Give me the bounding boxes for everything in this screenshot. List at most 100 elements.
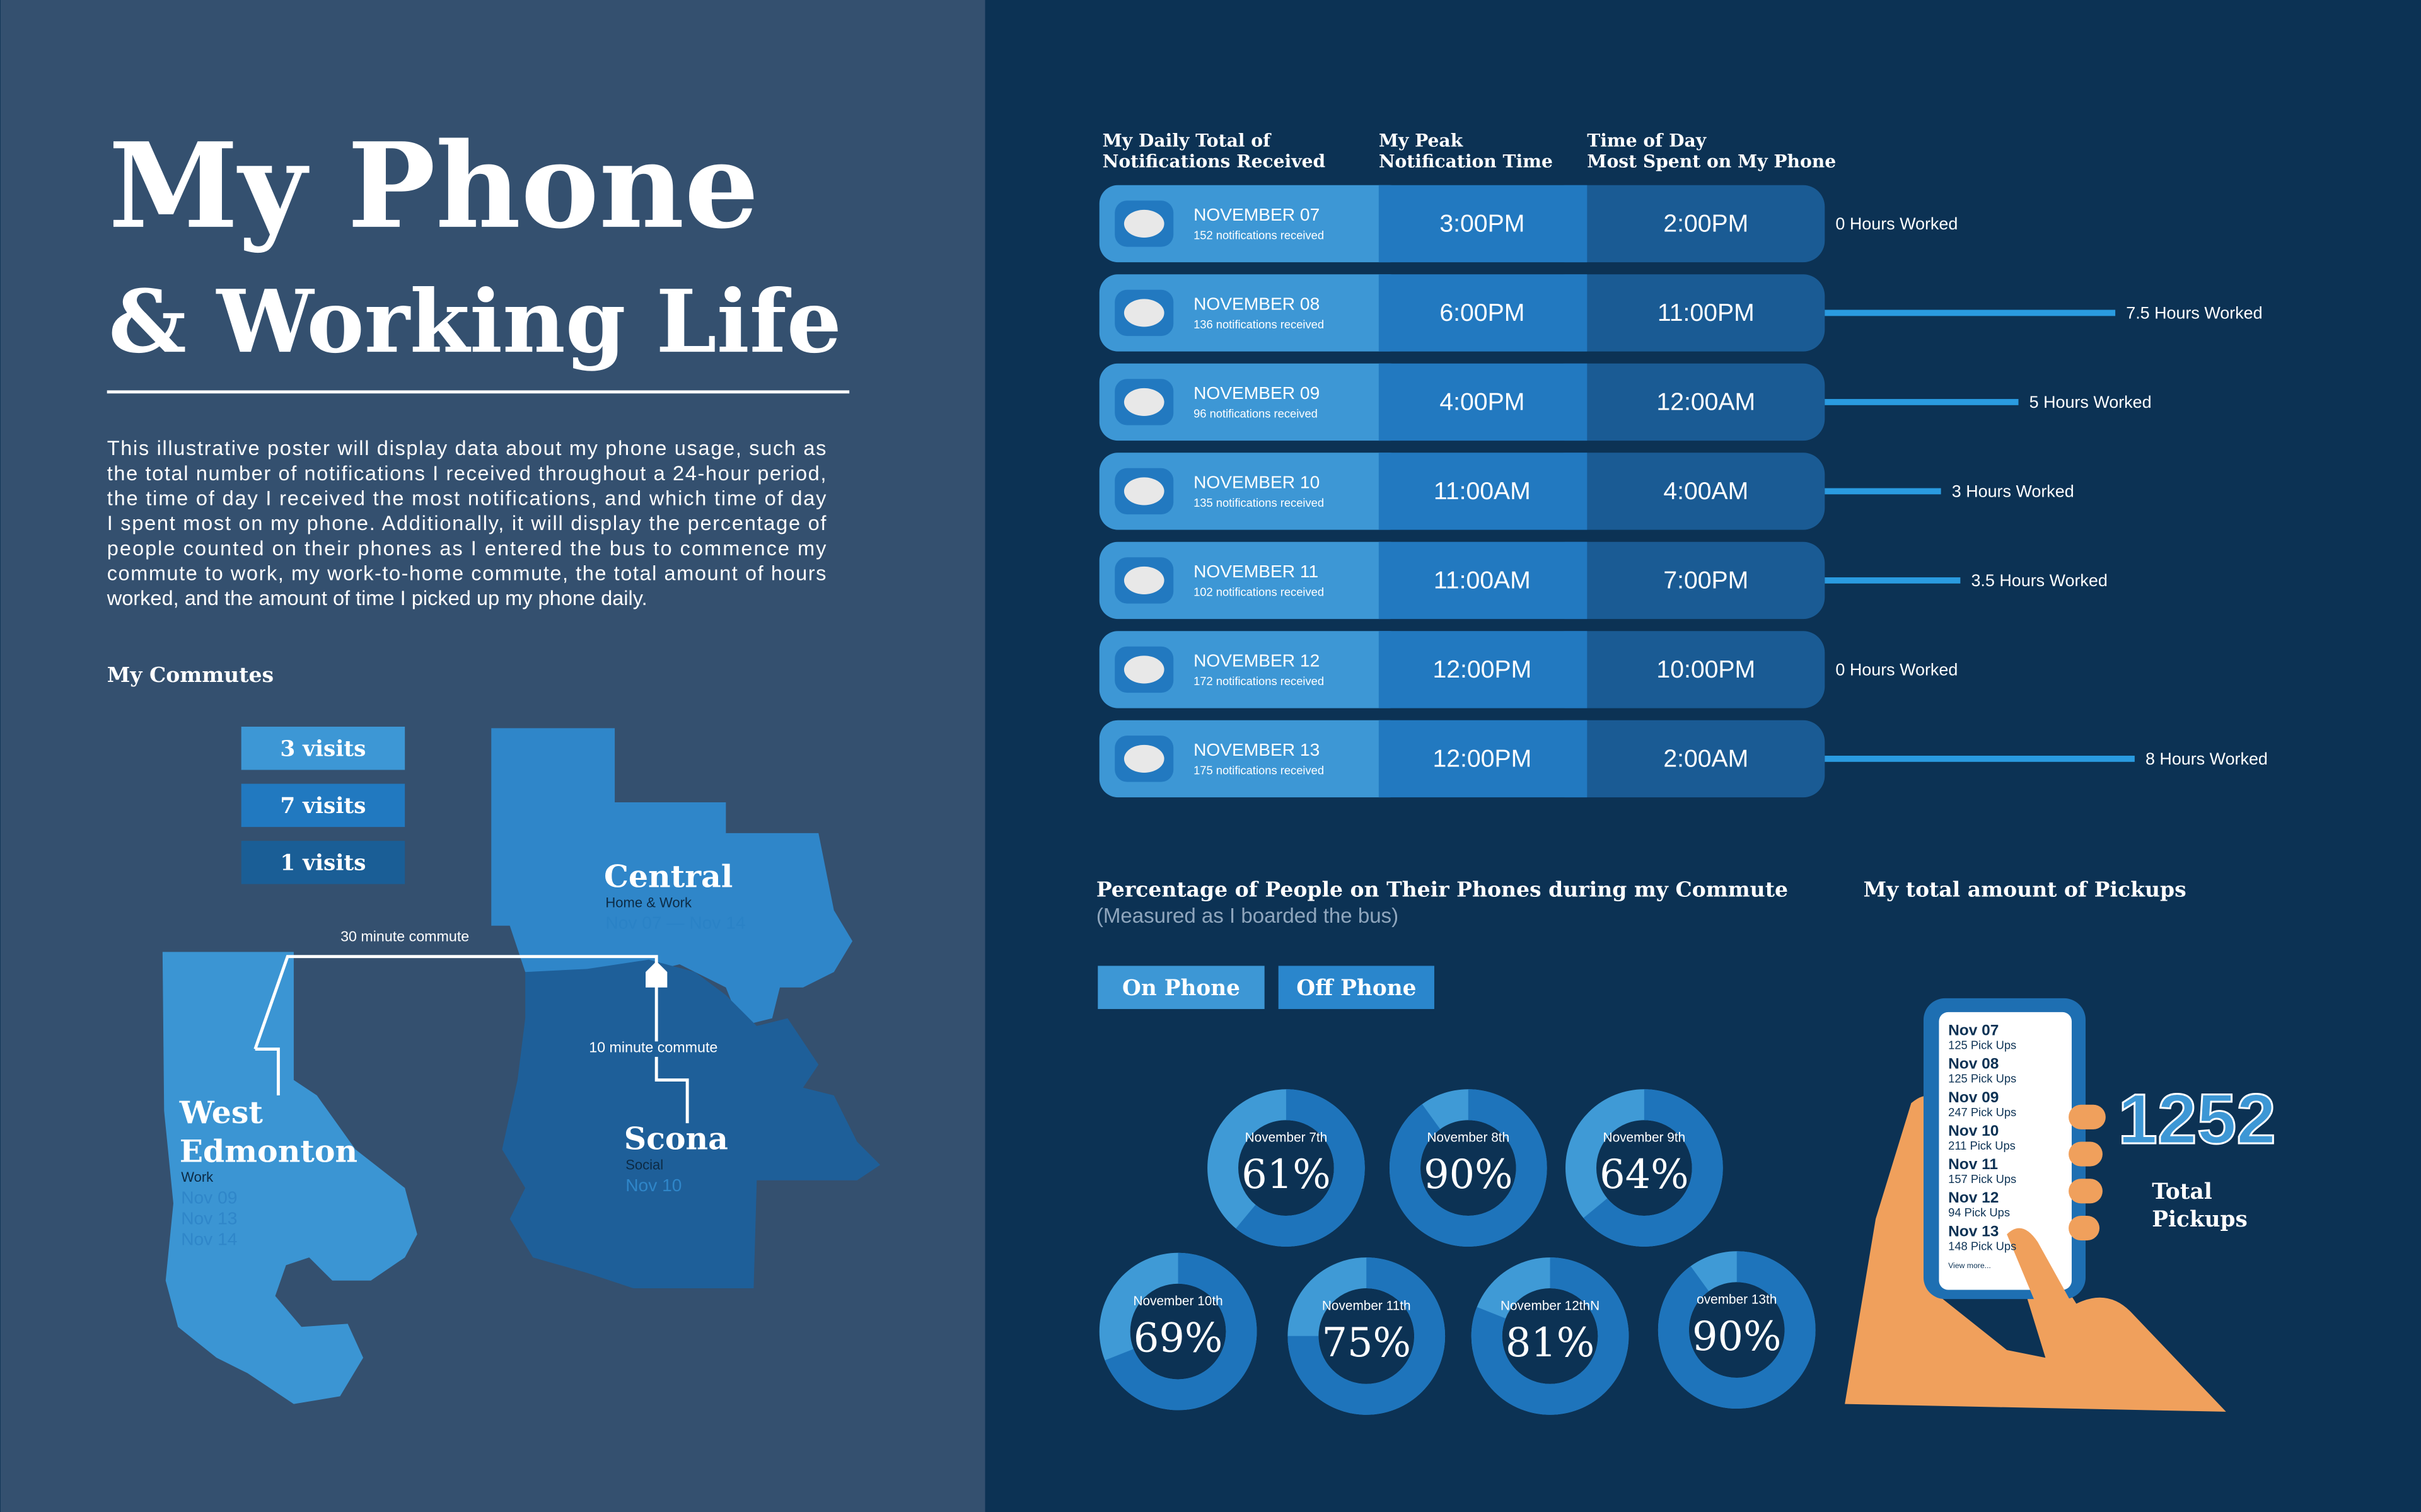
visits-label: 7 visits [280, 794, 366, 819]
donut-value: 90% [1692, 1313, 1781, 1360]
section-subtitle: (Measured as I boarded the bus) [1096, 904, 1398, 928]
row-most: 2:00AM [1663, 745, 1748, 772]
row-received: 96 notifications received [1193, 407, 1318, 420]
row-received: 102 notifications received [1193, 585, 1324, 598]
place-name: Edmonton [180, 1133, 357, 1169]
donut-arc [1565, 1089, 1723, 1247]
pickup-date: Nov 11 [1948, 1156, 1998, 1173]
row-mid [1378, 363, 1588, 441]
row-left [1099, 274, 1408, 352]
row-most: 4:00AM [1663, 478, 1748, 505]
row-received: 136 notifications received [1193, 318, 1324, 331]
row-left [1099, 453, 1408, 530]
row-mid [1378, 541, 1588, 620]
row-date: NOVEMBER 12 [1193, 651, 1320, 671]
pickup-count: 94 Pick Ups [1948, 1206, 2010, 1219]
place-role: Social [625, 1157, 663, 1173]
donut-value: 64% [1599, 1151, 1688, 1198]
visits-label: 3 visits [280, 736, 366, 761]
row-right [1543, 185, 1825, 263]
commute-route [253, 955, 658, 1050]
row-date: NOVEMBER 13 [1193, 740, 1320, 759]
column-header: Notifications Received [1103, 151, 1326, 172]
row-most: 10:00PM [1656, 656, 1755, 683]
place-date: Nov 07 — Nov 14 [605, 913, 745, 933]
row-left [1099, 185, 1408, 263]
section-title: My total amount of Pickups [1863, 877, 2186, 901]
intro-line: I spent most on my phone. Additionally, … [107, 512, 827, 534]
visits-box [241, 726, 405, 770]
intro-line: the total number of notifications I rece… [107, 462, 827, 485]
pickup-count: 247 Pick Ups [1948, 1105, 2016, 1119]
donut-arc [1099, 1252, 1257, 1411]
intro-line: commute to work, my work-to-home commute… [107, 562, 827, 584]
row-right [1543, 363, 1825, 441]
finger [2069, 1215, 2100, 1241]
row-most: 7:00PM [1663, 567, 1748, 594]
row-most: 11:00PM [1658, 299, 1755, 326]
place-role: Work [181, 1169, 214, 1185]
place-date: Nov 14 [181, 1230, 237, 1249]
donut-date: November 7th [1245, 1130, 1328, 1145]
pickup-date: Nov 07 [1948, 1022, 1999, 1039]
row-right [1543, 631, 1825, 708]
row-date: NOVEMBER 07 [1193, 205, 1320, 224]
row-mid [1378, 274, 1588, 352]
hours-bar [1825, 309, 2116, 316]
hours-label: 5 Hours Worked [2029, 393, 2152, 412]
visits-box [241, 783, 405, 828]
row-left [1099, 720, 1408, 798]
donut-arc [1658, 1251, 1816, 1409]
donut-date: November 9th [1603, 1130, 1686, 1145]
west-edmonton-region [162, 952, 417, 1404]
donut-value: 81% [1506, 1320, 1594, 1366]
donut-date: ovember 13th [1697, 1293, 1777, 1307]
chat-icon [1123, 655, 1164, 684]
pickup-date: Nov 12 [1948, 1189, 1999, 1206]
chat-icon [1123, 477, 1164, 505]
row-received: 175 notifications received [1193, 763, 1324, 776]
place-date: Nov 13 [181, 1208, 237, 1228]
pickup-count: 157 Pick Ups [1948, 1172, 2016, 1186]
pickup-total-label: Total [2152, 1179, 2212, 1204]
pickup-date: Nov 10 [1948, 1122, 1999, 1140]
row-most: 2:00PM [1663, 210, 1748, 237]
donut-date: November 11th [1322, 1298, 1411, 1313]
donut-arc [1471, 1257, 1629, 1415]
row-right [1543, 274, 1825, 352]
column-header: Time of Day [1587, 130, 1707, 151]
row-mid [1378, 631, 1588, 708]
place-date: Nov 10 [625, 1175, 682, 1195]
row-peak: 6:00PM [1439, 299, 1524, 326]
central-region [491, 728, 853, 1026]
pickup-date: Nov 08 [1948, 1056, 1999, 1073]
pointing-finger [2007, 1228, 2077, 1327]
row-mid [1378, 185, 1588, 263]
phone-screen [1939, 1012, 2072, 1290]
donut-date: November 10th [1133, 1294, 1222, 1308]
column-header: My Peak [1379, 130, 1463, 151]
donut-arc [1207, 1089, 1365, 1247]
pickup-count: 148 Pick Ups [1948, 1239, 2016, 1252]
finger [2069, 1141, 2103, 1167]
legend-label: On Phone [1122, 976, 1240, 1001]
row-peak: 11:00AM [1434, 478, 1531, 505]
place-name: Scona [624, 1121, 728, 1157]
pickup-more: View more... [1948, 1261, 1991, 1270]
column-header: My Daily Total of [1103, 130, 1272, 151]
row-right [1543, 720, 1825, 798]
row-right [1543, 453, 1825, 530]
row-peak: 12:00PM [1432, 745, 1531, 772]
hours-label: 3.5 Hours Worked [1971, 571, 2107, 590]
hours-bar [1825, 399, 2019, 405]
route-label: 30 minute commute [340, 928, 469, 944]
pickup-count: 125 Pick Ups [1948, 1072, 2016, 1085]
title: My Phone [108, 117, 759, 255]
row-received: 152 notifications received [1193, 228, 1324, 241]
hours-label: 0 Hours Worked [1835, 214, 1958, 233]
legend-swatch [1098, 966, 1265, 1009]
chat-icon [1123, 299, 1164, 327]
pickup-date: Nov 09 [1948, 1089, 1999, 1106]
route-label: 10 minute commute [589, 1039, 717, 1056]
home-pin [646, 961, 668, 988]
